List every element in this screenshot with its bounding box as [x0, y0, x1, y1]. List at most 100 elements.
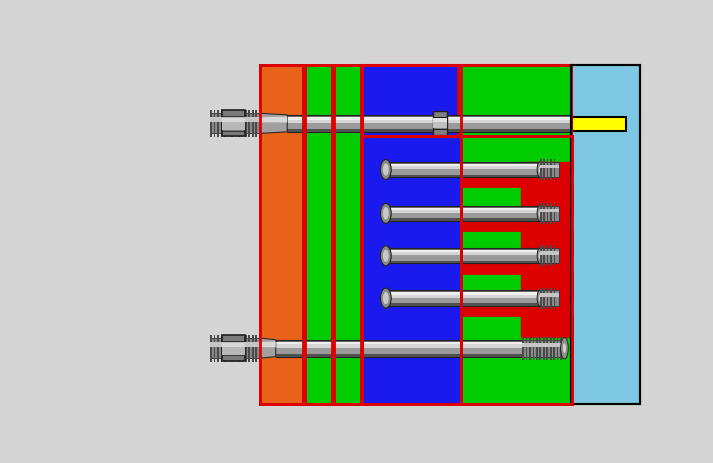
Bar — [540, 337, 541, 360]
Bar — [214, 335, 215, 362]
Bar — [224, 335, 226, 362]
Bar — [520, 290, 571, 337]
Bar — [547, 203, 548, 224]
Bar — [334, 65, 361, 404]
Ellipse shape — [383, 250, 389, 262]
Bar — [540, 251, 559, 255]
Bar — [446, 117, 570, 119]
Bar — [550, 203, 552, 224]
Bar — [433, 112, 446, 135]
Bar — [210, 110, 212, 137]
Bar — [554, 245, 555, 266]
Bar — [287, 115, 441, 132]
Bar — [433, 118, 446, 128]
Bar — [540, 165, 559, 169]
Bar — [210, 338, 260, 358]
Bar — [540, 248, 559, 263]
Bar — [362, 137, 461, 404]
Bar — [245, 335, 247, 362]
Bar — [235, 335, 236, 362]
Bar — [550, 159, 552, 180]
Bar — [572, 117, 626, 131]
Bar — [543, 337, 545, 360]
Bar — [520, 162, 571, 208]
Bar — [571, 65, 640, 404]
Bar — [571, 65, 640, 404]
Bar — [210, 335, 212, 362]
Bar — [210, 113, 260, 133]
Bar — [287, 129, 441, 132]
Bar — [540, 162, 559, 177]
Ellipse shape — [538, 252, 541, 259]
Bar — [554, 159, 555, 180]
Bar — [547, 288, 548, 308]
Bar — [276, 340, 522, 357]
Bar — [540, 209, 559, 212]
Bar — [227, 110, 230, 137]
Bar — [210, 117, 260, 122]
Bar — [245, 110, 247, 137]
Bar — [540, 245, 541, 266]
Ellipse shape — [381, 203, 391, 224]
Ellipse shape — [537, 248, 543, 263]
Bar — [214, 110, 215, 137]
Bar — [540, 294, 559, 297]
Bar — [224, 110, 226, 137]
Bar — [255, 335, 257, 362]
Ellipse shape — [381, 288, 391, 308]
Bar — [222, 110, 245, 137]
Ellipse shape — [537, 206, 543, 221]
Bar — [386, 212, 540, 219]
Bar — [248, 110, 250, 137]
Bar — [461, 137, 572, 171]
Bar — [260, 65, 302, 404]
Bar — [217, 335, 219, 362]
Ellipse shape — [538, 294, 541, 301]
Bar — [550, 337, 552, 360]
Bar — [525, 337, 528, 360]
Bar — [217, 110, 219, 137]
Bar — [238, 110, 240, 137]
Bar — [222, 342, 245, 355]
Bar — [386, 290, 540, 306]
Bar — [554, 288, 555, 308]
Bar — [238, 335, 240, 362]
Bar — [276, 342, 522, 344]
Bar — [520, 206, 571, 252]
Bar — [461, 137, 572, 404]
Ellipse shape — [538, 210, 541, 217]
Polygon shape — [260, 338, 276, 358]
Bar — [446, 115, 570, 132]
Bar — [386, 168, 540, 175]
Bar — [260, 65, 302, 404]
Bar — [540, 203, 541, 224]
Bar — [386, 164, 540, 166]
Bar — [334, 65, 361, 404]
Bar — [543, 203, 545, 224]
Ellipse shape — [537, 162, 543, 177]
Bar — [536, 337, 538, 360]
Bar — [557, 337, 558, 360]
Bar — [386, 165, 540, 169]
Bar — [287, 118, 441, 123]
Bar — [231, 110, 232, 137]
Bar — [386, 206, 540, 221]
Bar — [305, 65, 332, 404]
Bar — [220, 335, 222, 362]
Polygon shape — [260, 117, 287, 123]
Bar — [520, 248, 571, 294]
Ellipse shape — [560, 338, 568, 359]
Bar — [540, 290, 559, 306]
Bar — [461, 315, 572, 404]
Ellipse shape — [383, 163, 389, 175]
Bar — [547, 159, 548, 180]
Bar — [550, 245, 552, 266]
Bar — [386, 162, 540, 177]
Bar — [529, 337, 530, 360]
Bar — [543, 245, 545, 266]
Bar — [540, 159, 541, 180]
Bar — [522, 340, 565, 357]
Bar — [554, 203, 555, 224]
Bar — [252, 110, 254, 137]
Bar — [305, 65, 332, 404]
